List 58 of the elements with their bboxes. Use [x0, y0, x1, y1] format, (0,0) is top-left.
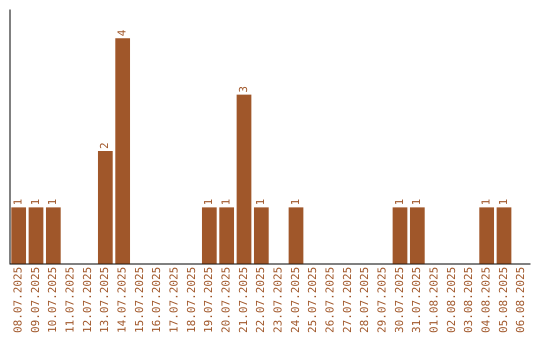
x-tick-label: 30.07.2025: [392, 266, 406, 334]
data-label: 1: [220, 198, 233, 206]
bar: [98, 150, 113, 264]
x-tick-label: 22.07.2025: [254, 266, 268, 334]
x-tick-label: 15.07.2025: [132, 266, 146, 334]
data-label: 4: [116, 29, 129, 36]
x-tick-label: 29.07.2025: [376, 266, 389, 334]
x-tick-label: 26.07.2025: [324, 266, 337, 334]
bar: [496, 207, 512, 264]
bar: [46, 207, 61, 264]
x-tick-label: 24.07.2025: [288, 266, 302, 334]
x-tick-label: 27.07.2025: [340, 266, 354, 334]
x-tick-label: 05.08.2025: [496, 266, 510, 334]
x-tick-label: 08.07.2025: [12, 266, 25, 334]
x-tick-label: 19.07.2025: [202, 266, 216, 334]
data-label: 1: [496, 198, 510, 206]
data-label: 3: [236, 86, 250, 93]
bar: [288, 207, 304, 264]
x-tick-label: 28.07.2025: [358, 266, 372, 334]
data-label: 1: [202, 198, 216, 206]
x-tick-label: 09.07.2025: [28, 266, 42, 334]
data-label: 1: [254, 198, 268, 206]
x-tick-label: 06.08.2025: [514, 266, 528, 334]
x-tick-label: 10.07.2025: [46, 266, 60, 334]
bar: [254, 207, 269, 264]
x-tick-label: 25.07.2025: [306, 266, 320, 334]
x-tick-label: 02.08.2025: [444, 266, 458, 334]
data-label: 1: [12, 198, 25, 206]
bar: [236, 94, 252, 264]
data-label: 2: [98, 142, 112, 149]
bar: [28, 207, 44, 264]
x-tick-label: 12.07.2025: [80, 266, 94, 334]
bar: [115, 38, 130, 264]
bar: [11, 207, 26, 264]
x-tick-label: 23.07.2025: [272, 266, 285, 334]
x-tick-label: 16.07.2025: [150, 266, 164, 334]
x-tick-label: 17.07.2025: [168, 266, 181, 334]
data-label: 1: [288, 198, 302, 206]
bar: [202, 207, 217, 264]
x-tick-label: 14.07.2025: [116, 266, 129, 334]
data-label: 1: [46, 198, 60, 206]
x-tick-label: 13.07.2025: [98, 266, 112, 334]
x-tick-label: 11.07.2025: [64, 266, 77, 334]
bar: [219, 207, 234, 264]
x-tick-label: 03.08.2025: [462, 266, 476, 334]
x-tick-label: 04.08.2025: [480, 266, 493, 334]
data-label: 1: [410, 198, 424, 206]
x-tick-label: 21.07.2025: [236, 266, 250, 334]
data-label: 1: [28, 198, 42, 206]
data-label: 1: [392, 198, 406, 206]
x-tick-label: 01.08.2025: [428, 266, 441, 334]
data-label: 1: [480, 198, 493, 206]
x-tick-label: 18.07.2025: [184, 266, 198, 334]
x-tick-label: 20.07.2025: [220, 266, 233, 334]
bar: [410, 207, 425, 264]
x-tick-label: 31.07.2025: [410, 266, 424, 334]
bar: [479, 207, 494, 264]
bar: [392, 207, 408, 264]
